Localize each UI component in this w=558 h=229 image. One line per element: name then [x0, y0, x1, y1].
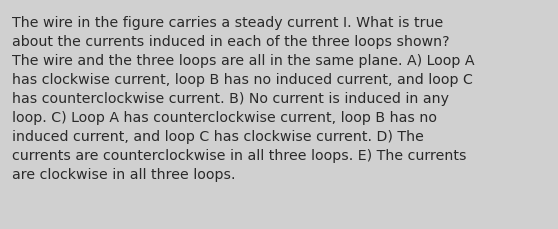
Text: The wire in the figure carries a steady current I. What is true
about the curren: The wire in the figure carries a steady …: [12, 16, 475, 181]
